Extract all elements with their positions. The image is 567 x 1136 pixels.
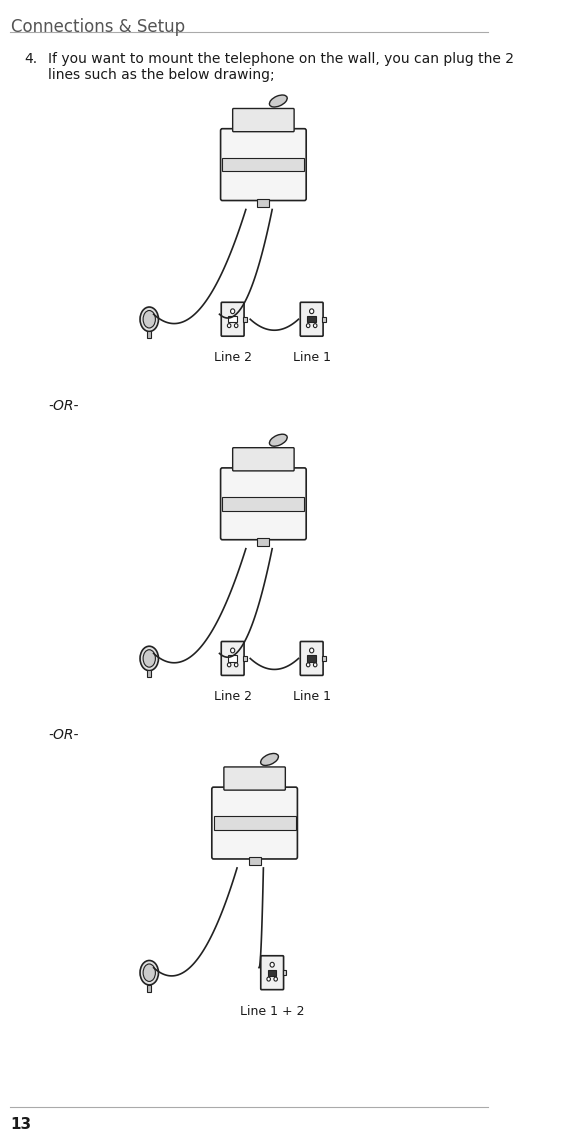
Bar	[283, 970, 286, 975]
Text: Line 1: Line 1	[293, 351, 331, 365]
Text: If you want to mount the telephone on the wall, you can plug the 2
lines such as: If you want to mount the telephone on th…	[48, 52, 514, 82]
Bar	[322, 317, 325, 321]
Ellipse shape	[269, 434, 287, 446]
Circle shape	[306, 324, 310, 327]
Bar	[322, 657, 325, 661]
Bar	[268, 969, 276, 976]
Circle shape	[231, 309, 235, 314]
Circle shape	[314, 324, 317, 327]
Circle shape	[227, 662, 231, 667]
Ellipse shape	[143, 310, 155, 328]
FancyBboxPatch shape	[261, 955, 284, 989]
Text: Connections & Setup: Connections & Setup	[11, 18, 185, 36]
FancyBboxPatch shape	[212, 787, 298, 859]
Bar	[147, 331, 151, 339]
Text: 13: 13	[11, 1118, 32, 1133]
Circle shape	[274, 977, 277, 982]
Bar	[214, 817, 295, 829]
FancyBboxPatch shape	[221, 642, 244, 676]
Circle shape	[310, 309, 314, 314]
Circle shape	[270, 962, 274, 967]
Ellipse shape	[140, 960, 158, 985]
Ellipse shape	[143, 964, 155, 982]
Text: 4.: 4.	[24, 52, 38, 66]
Ellipse shape	[140, 307, 158, 332]
Text: Line 1: Line 1	[293, 691, 331, 703]
Bar	[257, 199, 269, 207]
Bar	[257, 537, 269, 546]
FancyBboxPatch shape	[301, 642, 323, 676]
FancyBboxPatch shape	[221, 302, 244, 336]
FancyBboxPatch shape	[232, 109, 294, 132]
FancyBboxPatch shape	[221, 128, 306, 201]
Ellipse shape	[269, 95, 287, 107]
Circle shape	[227, 324, 231, 327]
Text: -OR-: -OR-	[48, 728, 79, 742]
Circle shape	[310, 648, 314, 653]
FancyBboxPatch shape	[232, 448, 294, 471]
Text: Line 2: Line 2	[214, 691, 252, 703]
Circle shape	[231, 648, 235, 653]
FancyBboxPatch shape	[221, 468, 306, 540]
Bar	[307, 655, 316, 661]
Bar	[243, 317, 247, 321]
Bar	[147, 670, 151, 677]
Bar	[147, 985, 151, 992]
Text: -OR-: -OR-	[48, 399, 79, 414]
Bar	[222, 498, 304, 510]
Circle shape	[234, 324, 238, 327]
Bar	[222, 158, 304, 172]
Bar	[229, 316, 237, 323]
Ellipse shape	[143, 650, 155, 667]
Ellipse shape	[140, 646, 158, 670]
Circle shape	[314, 662, 317, 667]
FancyBboxPatch shape	[224, 767, 285, 791]
Bar	[249, 857, 261, 866]
Bar	[307, 316, 316, 323]
Bar	[229, 655, 237, 661]
Text: Line 2: Line 2	[214, 351, 252, 365]
Circle shape	[234, 662, 238, 667]
Text: Line 1 + 2: Line 1 + 2	[240, 1004, 304, 1018]
Circle shape	[306, 662, 310, 667]
Ellipse shape	[261, 753, 278, 766]
Circle shape	[267, 977, 270, 982]
Bar	[243, 657, 247, 661]
FancyBboxPatch shape	[301, 302, 323, 336]
